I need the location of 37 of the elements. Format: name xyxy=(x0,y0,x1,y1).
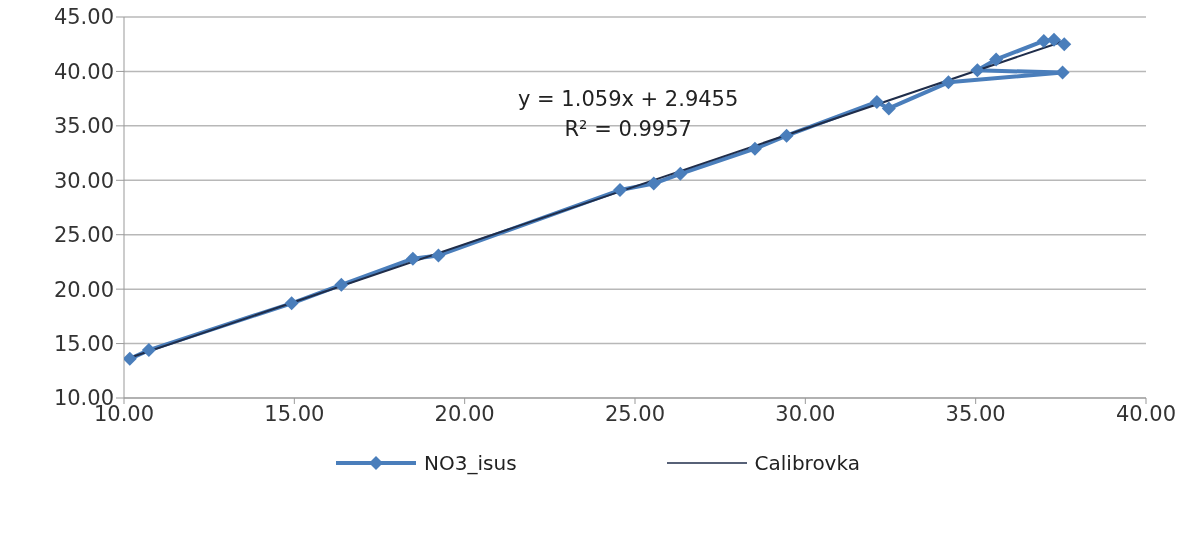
y-tick-label: 25.00 xyxy=(53,223,114,248)
point xyxy=(1047,32,1062,47)
point xyxy=(989,52,1004,67)
legend-label: NO3_isus xyxy=(424,451,517,475)
point xyxy=(431,248,446,263)
point xyxy=(141,343,156,358)
point xyxy=(941,75,956,90)
annotation: R² = 0.9957 xyxy=(563,116,693,143)
point xyxy=(779,128,794,143)
legend-label: Calibrovka xyxy=(754,451,860,475)
point xyxy=(1057,37,1072,52)
point xyxy=(1055,65,1070,80)
y-tick-label: 30.00 xyxy=(53,168,114,193)
point xyxy=(646,176,661,191)
x-tick-label: 40.00 xyxy=(1115,401,1177,426)
annotation: y = 1.059x + 2.9455 xyxy=(518,86,739,113)
x-tick-label: 15.00 xyxy=(264,401,325,426)
x-tick-label: 30.00 xyxy=(775,401,836,426)
point xyxy=(747,141,762,156)
x-tick-label: 25.00 xyxy=(604,401,666,426)
x-tick-label: 20.00 xyxy=(434,401,495,426)
point xyxy=(881,101,896,116)
point xyxy=(334,277,349,292)
point xyxy=(405,251,420,266)
point xyxy=(1036,33,1051,48)
x-tick-label: 35.00 xyxy=(945,401,1006,426)
y-tick-label: 35.00 xyxy=(53,114,114,139)
point xyxy=(284,296,299,311)
point xyxy=(124,351,137,366)
y-tick-label: 15.00 xyxy=(53,332,114,357)
point xyxy=(613,183,628,198)
y-tick-label: 20.00 xyxy=(53,277,114,302)
point xyxy=(869,94,884,109)
y-tick-label: 45.00 xyxy=(53,5,114,30)
point xyxy=(970,63,985,78)
point xyxy=(673,166,688,181)
y-tick-label: 40.00 xyxy=(53,59,114,84)
